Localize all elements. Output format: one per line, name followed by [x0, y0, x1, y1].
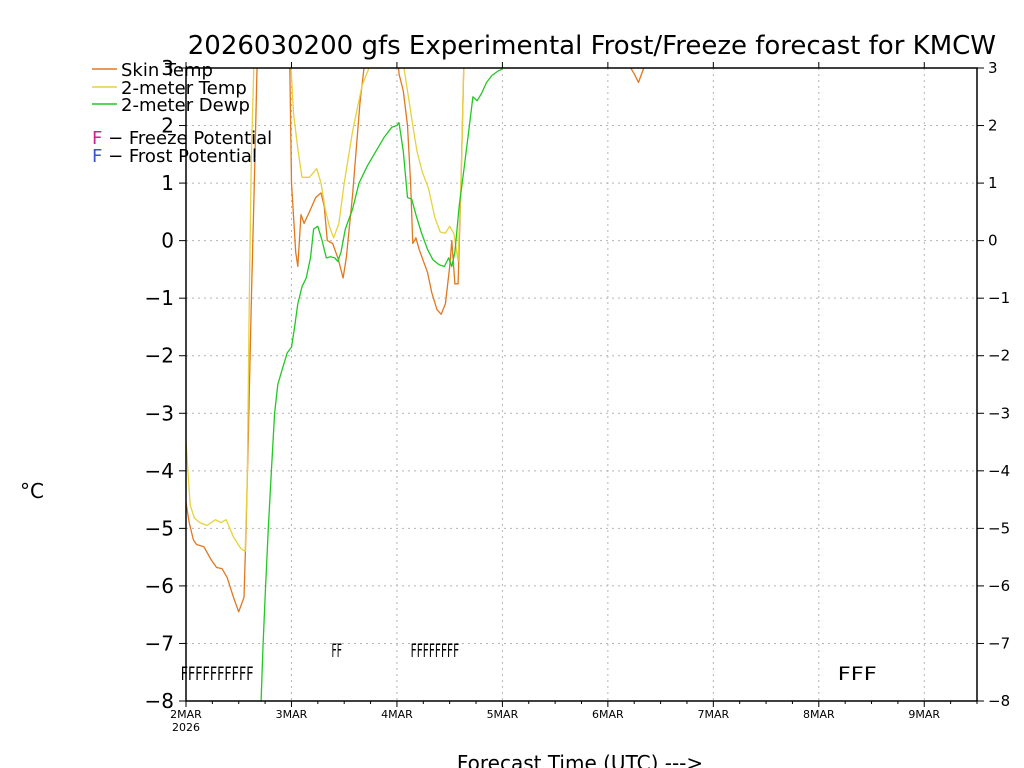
y-tick-label-left: −4 — [145, 459, 174, 483]
y-axis-right: −8 −7 −6 −5 −4 −3 −2 −1 0 1 2 3 — [977, 59, 1010, 710]
y-tick-label-right: −7 — [988, 634, 1010, 652]
legend-frost-potential: F − Frost Potential — [92, 146, 257, 167]
y-tick-label-left: −1 — [145, 286, 174, 310]
legend-freeze-potential: F − Freeze Potential — [92, 128, 272, 149]
y-tick-label-right: 2 — [988, 117, 998, 135]
series-line-2-meter-dewp — [260, 68, 503, 701]
x-tick-label: 6MAR — [592, 708, 624, 721]
x-tick-label: 9MAR — [908, 708, 940, 721]
legend-label-skin-temp: Skin Temp — [121, 60, 213, 81]
frost-flag-letter: F — [92, 146, 102, 167]
x-tick-label: 2MAR — [170, 708, 202, 721]
y-tick-label-left: 3 — [161, 56, 174, 80]
y-tick-label-right: 3 — [988, 59, 998, 77]
x-tick-sublabel: 2026 — [172, 721, 200, 734]
y-axis-label: °C — [20, 479, 44, 503]
x-tick-label: 3MAR — [276, 708, 308, 721]
series-line-skin-temp-late — [629, 68, 645, 84]
y-tick-label-right: −6 — [988, 577, 1010, 595]
frost-potential-marks: FF — [332, 640, 343, 662]
series-line-skin-temp — [186, 68, 465, 613]
y-tick-label-right: −1 — [988, 289, 1010, 307]
frost-flag-text: − Frost Potential — [102, 146, 257, 167]
y-tick-label-left: 1 — [161, 171, 174, 195]
series-layer — [186, 68, 645, 701]
plot-frame — [185, 67, 978, 702]
series-line-2-meter-temp — [186, 68, 465, 553]
freeze-flag-letter: F — [92, 128, 102, 149]
frost-potential-marks: FFFFFFFF — [411, 640, 460, 662]
freeze-flag-text: − Freeze Potential — [102, 128, 272, 149]
y-tick-label-left: −7 — [145, 631, 174, 655]
y-tick-label-right: 0 — [988, 232, 998, 250]
y-tick-label-right: −2 — [988, 347, 1010, 365]
y-tick-label-right: −8 — [988, 692, 1010, 710]
y-tick-label-right: 1 — [988, 174, 998, 192]
y-tick-label-left: −3 — [145, 401, 174, 425]
y-tick-label-left: 2 — [161, 114, 174, 138]
x-tick-label: 7MAR — [697, 708, 729, 721]
x-axis-label: Forecast Time (UTC) ---> — [457, 751, 703, 768]
chart-title: 2026030200 gfs Experimental Frost/Freeze… — [188, 31, 996, 61]
legend: Skin Temp 2-meter Temp 2-meter Dewp F − … — [92, 60, 272, 167]
y-axis-left: −8 −7 −6 −5 −4 −3 −2 −1 0 1 2 3 — [145, 56, 186, 713]
y-tick-label-right: −5 — [988, 519, 1010, 537]
x-tick-label: 4MAR — [381, 708, 413, 721]
x-tick-label: 5MAR — [487, 708, 519, 721]
legend-label-2m-dewp: 2-meter Dewp — [121, 95, 250, 116]
y-tick-label-left: 0 — [161, 229, 174, 253]
freeze-potential-marks: FFFFFFFFFF — [181, 663, 254, 685]
y-tick-label-right: −4 — [988, 462, 1010, 480]
y-tick-label-left: −8 — [145, 689, 174, 713]
legend-label-2m-temp: 2-meter Temp — [121, 78, 247, 99]
y-tick-label-left: −6 — [145, 574, 174, 598]
freeze-potential-marks: FFF — [838, 663, 877, 685]
grid-lines — [186, 68, 977, 701]
y-tick-label-right: −3 — [988, 404, 1010, 422]
y-tick-label-left: −5 — [145, 516, 174, 540]
x-tick-label: 8MAR — [803, 708, 835, 721]
y-tick-label-left: −2 — [145, 344, 174, 368]
